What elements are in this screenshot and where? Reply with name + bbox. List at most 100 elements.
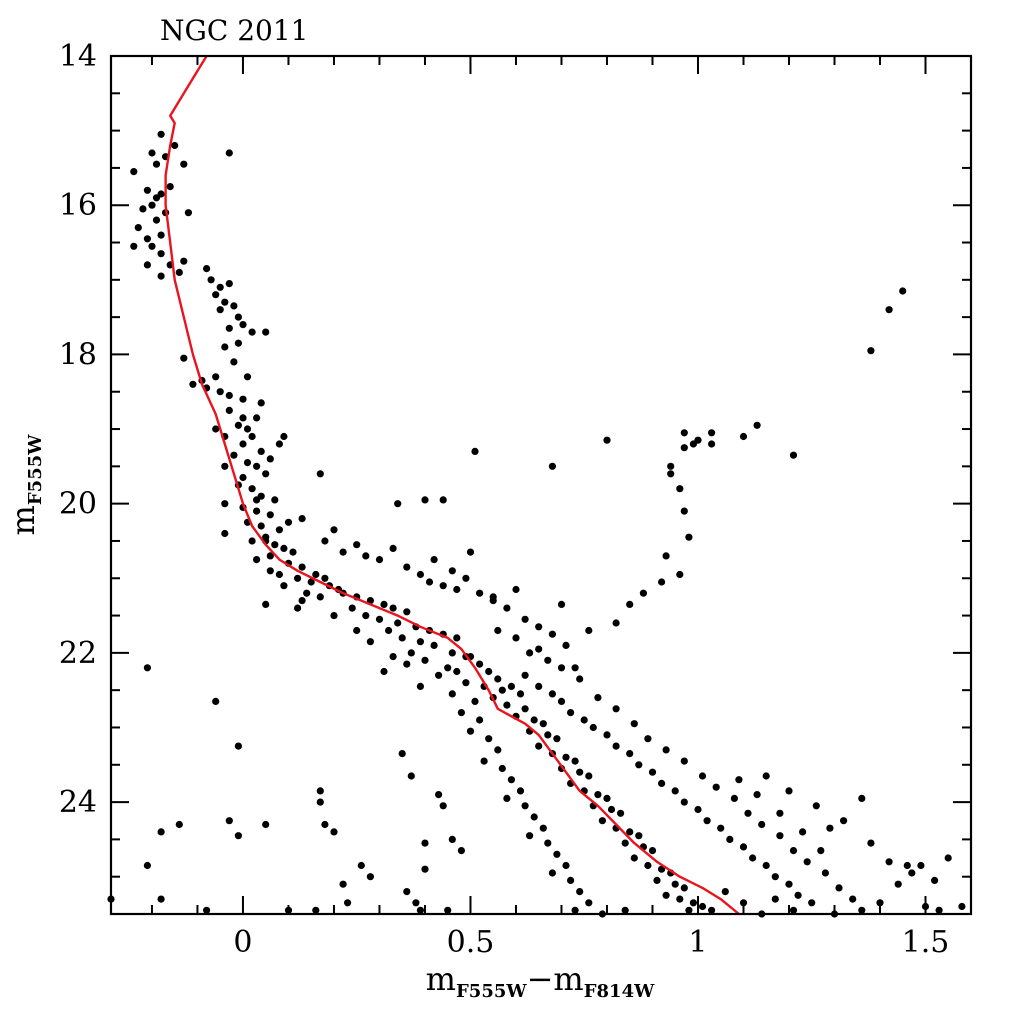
star-point (416, 638, 424, 646)
star-point (626, 828, 634, 836)
star-point (539, 824, 547, 832)
star-point (139, 205, 147, 213)
star-point (544, 656, 552, 664)
star-point (553, 850, 561, 858)
star-point (644, 735, 652, 743)
star-point (785, 787, 793, 795)
star-point (612, 619, 620, 627)
star-point (307, 578, 315, 586)
star-point (234, 421, 242, 429)
star-point (739, 899, 748, 907)
star-point (476, 660, 484, 668)
star-point (858, 906, 866, 914)
star-point (717, 824, 725, 832)
star-point (216, 283, 224, 291)
star-point (385, 626, 393, 635)
star-point (503, 604, 511, 612)
star-point (708, 440, 716, 448)
star-point (403, 563, 411, 571)
star-point (789, 847, 798, 855)
star-point (708, 429, 716, 437)
star-point (262, 470, 270, 478)
star-point (548, 869, 557, 877)
star-point (521, 671, 529, 679)
star-point (931, 876, 939, 885)
star-point (585, 899, 593, 907)
star-point (516, 690, 525, 698)
star-point (557, 697, 566, 706)
star-point (316, 798, 324, 806)
star-point (280, 432, 288, 441)
star-point (612, 742, 620, 750)
star-point (789, 451, 798, 459)
star-point (562, 641, 570, 650)
star-point (275, 570, 283, 579)
star-point (726, 835, 734, 844)
y-tick-label: 14 (59, 39, 97, 74)
star-point (234, 832, 242, 840)
star-point (785, 880, 793, 888)
star-point (152, 216, 161, 224)
star-point (248, 328, 256, 336)
star-point (516, 787, 525, 795)
star-point (494, 675, 502, 683)
axis-ticks: 0 0.5 1 1.5 14 16 18 20 22 24 (59, 39, 972, 960)
star-point (571, 664, 579, 672)
star-point (698, 772, 707, 780)
star-point (603, 731, 611, 739)
star-point (876, 899, 884, 907)
star-point (621, 839, 629, 847)
star-point (221, 500, 229, 508)
star-point (257, 399, 265, 407)
star-point (398, 750, 406, 758)
star-point (753, 421, 761, 429)
star-point (585, 772, 593, 780)
y-axis-label: mF555W (4, 434, 46, 536)
star-point (380, 600, 388, 609)
star-point (389, 544, 397, 553)
star-point (243, 425, 252, 433)
y-tick-label: 22 (59, 636, 97, 671)
star-point (771, 873, 779, 881)
star-point (553, 735, 561, 743)
star-point (266, 552, 274, 560)
star-point (171, 141, 179, 150)
star-point (230, 302, 238, 310)
star-point (294, 574, 302, 582)
star-point (257, 522, 265, 530)
star-point (416, 682, 424, 691)
star-point (239, 473, 247, 482)
star-point (917, 861, 925, 870)
star-point (216, 388, 224, 396)
star-point (462, 574, 470, 582)
star-point (576, 768, 584, 776)
star-point (271, 496, 279, 504)
star-point (535, 682, 543, 691)
x-label-minus: −m (527, 960, 584, 998)
y-tick-label: 16 (59, 188, 97, 223)
star-point (225, 391, 233, 400)
star-point (435, 791, 443, 799)
star-point (375, 556, 384, 564)
star-point (626, 750, 634, 758)
star-point (212, 425, 220, 433)
star-point (521, 615, 529, 623)
y-tick-label: 20 (59, 487, 97, 522)
star-point (330, 526, 338, 534)
star-point (262, 600, 270, 609)
star-point (175, 268, 183, 276)
star-point (439, 802, 447, 810)
star-point (453, 667, 461, 676)
star-point (776, 809, 784, 817)
star-point (366, 873, 374, 881)
star-point (739, 432, 748, 441)
star-point (362, 552, 370, 560)
star-point (658, 578, 666, 586)
star-point (466, 548, 475, 556)
star-point (266, 455, 274, 463)
star-point (803, 858, 811, 866)
x-tick-label: 1.5 (902, 925, 950, 960)
star-point (275, 526, 283, 534)
star-point (671, 880, 679, 888)
star-point (480, 757, 488, 765)
